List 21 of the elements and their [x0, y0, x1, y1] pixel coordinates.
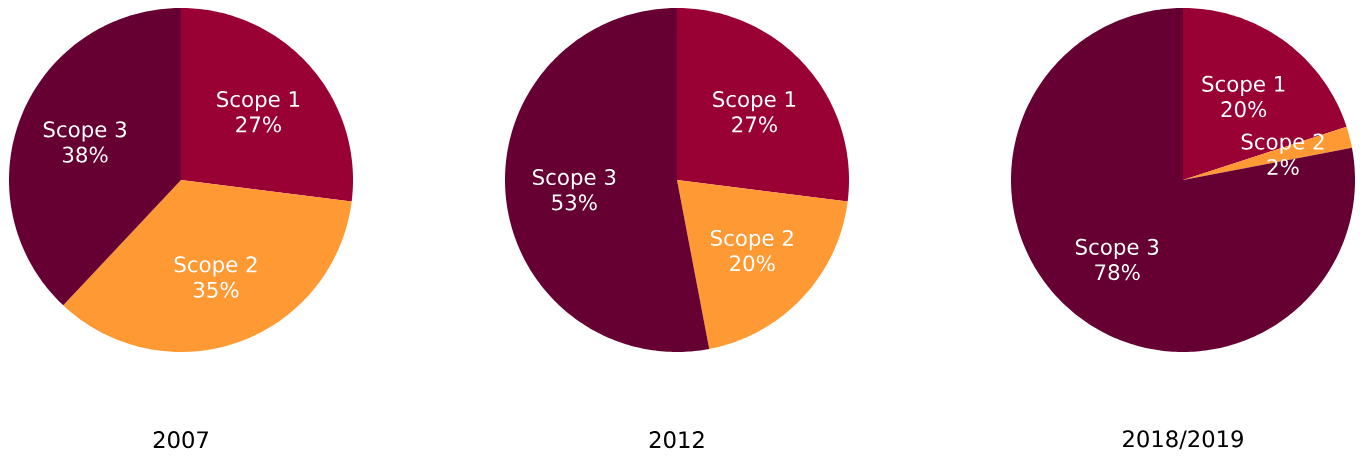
slice-label: Scope 1	[1202, 75, 1285, 97]
text: 2018/2019	[1123, 430, 1243, 450]
slice-label: Scope 1	[217, 91, 300, 112]
slice-label: Scope 3	[533, 168, 616, 190]
slice-label: Scope 2	[174, 256, 257, 277]
data-label: 78%	[1095, 264, 1140, 281]
slice-label: Scope 2	[710, 229, 793, 251]
data-label: 27%	[236, 116, 281, 133]
text: 2012	[649, 431, 704, 449]
data-label: 2%	[1267, 158, 1299, 176]
data-label: 38%	[62, 146, 108, 163]
slice-label: Scope 3	[1075, 238, 1159, 260]
data-label: 20%	[1221, 101, 1267, 118]
data-label: 35%	[193, 281, 239, 298]
text: 2007	[153, 431, 208, 449]
data-label: 53%	[552, 194, 597, 211]
slice-label: Scope 2	[1241, 133, 1324, 154]
data-label: 20%	[730, 255, 775, 272]
data-label: 27%	[732, 116, 777, 133]
slice-label: Scope 3	[43, 121, 127, 142]
slice-label: Scope 1	[713, 91, 796, 112]
